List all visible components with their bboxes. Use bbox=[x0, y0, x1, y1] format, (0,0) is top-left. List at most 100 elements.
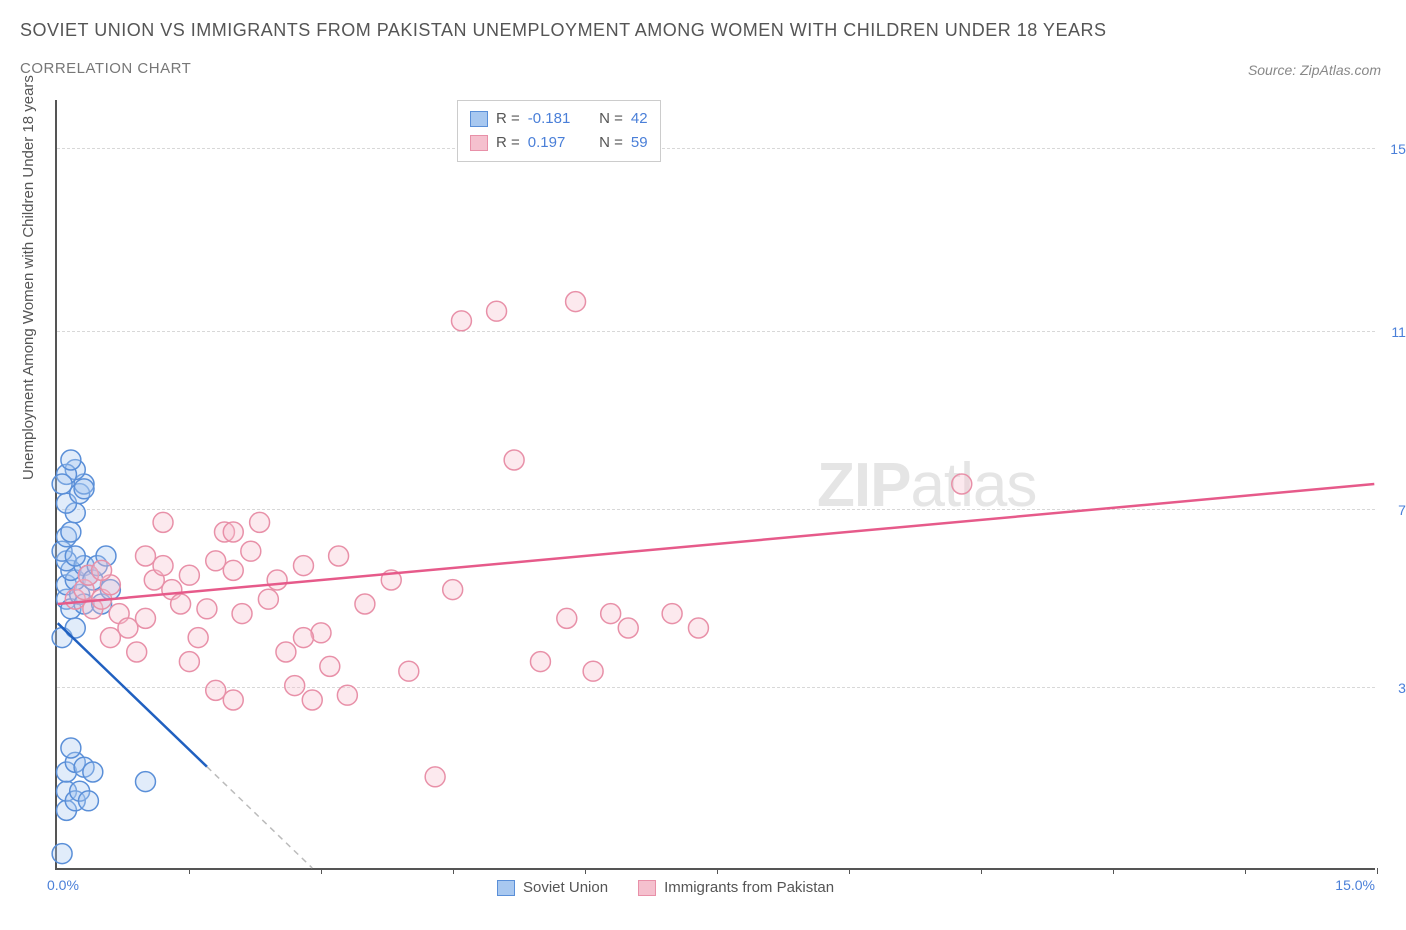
scatter-plot-svg bbox=[57, 100, 1375, 868]
scatter-point bbox=[329, 546, 349, 566]
x-tick bbox=[1377, 868, 1378, 874]
scatter-point bbox=[311, 623, 331, 643]
scatter-point bbox=[425, 767, 445, 787]
y-tick-label: 11.2% bbox=[1391, 324, 1406, 340]
scatter-point bbox=[688, 618, 708, 638]
stat-r-label: R = bbox=[496, 131, 520, 155]
scatter-point bbox=[153, 556, 173, 576]
scatter-point bbox=[557, 608, 577, 628]
scatter-point bbox=[258, 589, 278, 609]
y-axis-label: Unemployment Among Women with Children U… bbox=[20, 75, 37, 480]
scatter-point bbox=[662, 604, 682, 624]
legend-label: Immigrants from Pakistan bbox=[664, 879, 834, 896]
x-tick bbox=[981, 868, 982, 874]
legend-item: Soviet Union bbox=[497, 879, 608, 896]
scatter-point bbox=[153, 512, 173, 532]
chart-plot-area: 15.0%11.2%7.5%3.8% ZIPatlas R = -0.181 N… bbox=[55, 100, 1375, 870]
scatter-point bbox=[179, 652, 199, 672]
x-tick bbox=[321, 868, 322, 874]
scatter-point bbox=[61, 522, 81, 542]
stat-n-value: 59 bbox=[631, 131, 648, 155]
scatter-point bbox=[197, 599, 217, 619]
scatter-point bbox=[355, 594, 375, 614]
scatter-point bbox=[487, 301, 507, 321]
stat-n-label: N = bbox=[591, 131, 623, 155]
scatter-point bbox=[52, 844, 72, 864]
x-tick bbox=[453, 868, 454, 874]
x-tick bbox=[1245, 868, 1246, 874]
x-tick bbox=[585, 868, 586, 874]
scatter-point bbox=[267, 570, 287, 590]
scatter-point bbox=[530, 652, 550, 672]
x-origin-label: 0.0% bbox=[47, 877, 79, 893]
source-label: Source: ZipAtlas.com bbox=[1248, 62, 1381, 78]
stat-n-value: 42 bbox=[631, 107, 648, 131]
chart-title: SOVIET UNION VS IMMIGRANTS FROM PAKISTAN… bbox=[20, 20, 1106, 41]
scatter-point bbox=[83, 762, 103, 782]
scatter-point bbox=[302, 690, 322, 710]
scatter-point bbox=[320, 656, 340, 676]
scatter-point bbox=[250, 512, 270, 532]
scatter-point bbox=[276, 642, 296, 662]
scatter-point bbox=[232, 604, 252, 624]
scatter-point bbox=[223, 560, 243, 580]
scatter-point bbox=[294, 628, 314, 648]
x-tick bbox=[189, 868, 190, 874]
scatter-point bbox=[61, 738, 81, 758]
scatter-point bbox=[223, 690, 243, 710]
scatter-point bbox=[188, 628, 208, 648]
scatter-point bbox=[52, 474, 72, 494]
scatter-point bbox=[206, 551, 226, 571]
scatter-point bbox=[399, 661, 419, 681]
stat-swatch bbox=[470, 135, 488, 151]
scatter-point bbox=[171, 594, 191, 614]
scatter-point bbox=[583, 661, 603, 681]
scatter-point bbox=[566, 292, 586, 312]
x-tick bbox=[717, 868, 718, 874]
correlation-stat-box: R = -0.181 N = 42R = 0.197 N = 59 bbox=[457, 100, 661, 162]
scatter-point bbox=[118, 618, 138, 638]
scatter-point bbox=[601, 604, 621, 624]
legend-swatch bbox=[638, 880, 656, 896]
stat-n-label: N = bbox=[591, 107, 623, 131]
stat-r-value: -0.181 bbox=[528, 107, 583, 131]
legend-swatch bbox=[497, 880, 515, 896]
scatter-point bbox=[92, 560, 112, 580]
scatter-point bbox=[65, 546, 85, 566]
trend-line-dashed bbox=[207, 767, 312, 868]
x-tick bbox=[1113, 868, 1114, 874]
scatter-point bbox=[100, 628, 120, 648]
y-tick-label: 7.5% bbox=[1398, 502, 1406, 518]
scatter-point bbox=[294, 556, 314, 576]
scatter-point bbox=[952, 474, 972, 494]
scatter-point bbox=[136, 608, 156, 628]
scatter-point bbox=[285, 676, 305, 696]
scatter-point bbox=[206, 680, 226, 700]
legend-item: Immigrants from Pakistan bbox=[638, 879, 834, 896]
scatter-point bbox=[451, 311, 471, 331]
scatter-point bbox=[127, 642, 147, 662]
legend: Soviet Union Immigrants from Pakistan bbox=[497, 879, 834, 896]
scatter-point bbox=[74, 479, 94, 499]
scatter-point bbox=[179, 565, 199, 585]
stat-row: R = -0.181 N = 42 bbox=[470, 107, 648, 131]
scatter-point bbox=[61, 450, 81, 470]
scatter-point bbox=[136, 772, 156, 792]
scatter-point bbox=[618, 618, 638, 638]
scatter-point bbox=[223, 522, 243, 542]
scatter-point bbox=[136, 546, 156, 566]
stat-row: R = 0.197 N = 59 bbox=[470, 131, 648, 155]
y-tick-label: 15.0% bbox=[1390, 141, 1406, 157]
stat-r-label: R = bbox=[496, 107, 520, 131]
scatter-point bbox=[241, 541, 261, 561]
stat-r-value: 0.197 bbox=[528, 131, 583, 155]
x-max-label: 15.0% bbox=[1335, 877, 1375, 893]
stat-swatch bbox=[470, 111, 488, 127]
chart-subtitle: CORRELATION CHART bbox=[20, 60, 191, 77]
scatter-point bbox=[504, 450, 524, 470]
x-tick bbox=[849, 868, 850, 874]
scatter-point bbox=[337, 685, 357, 705]
scatter-point bbox=[78, 791, 98, 811]
y-tick-label: 3.8% bbox=[1398, 680, 1406, 696]
scatter-point bbox=[443, 580, 463, 600]
